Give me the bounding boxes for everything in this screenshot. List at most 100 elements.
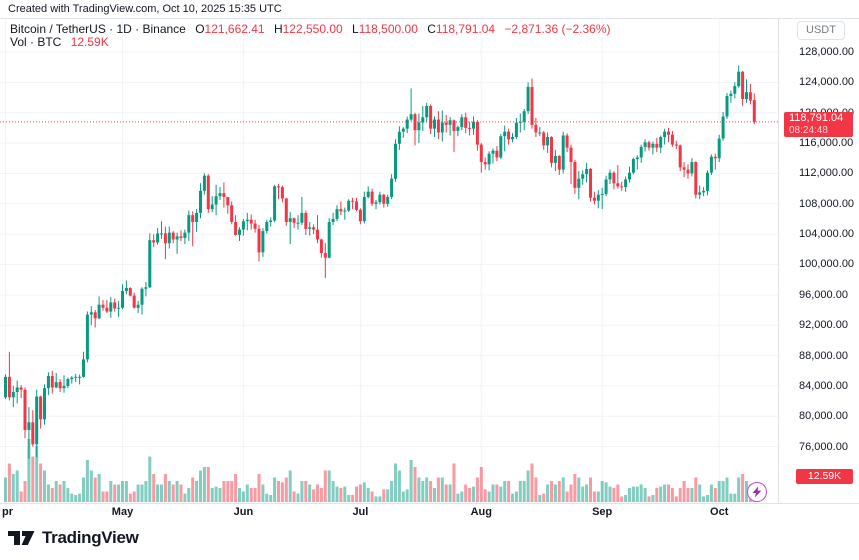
tradingview-logo[interactable]: TradingView: [8, 528, 139, 548]
price-tick-label: 124,000.00: [799, 76, 855, 89]
volume-bar: [698, 484, 702, 502]
candle-body: [690, 162, 694, 174]
volume-bar: [686, 488, 690, 502]
volume-bar: [39, 463, 43, 502]
volume-bar: [241, 491, 245, 502]
volume-bar: [413, 467, 417, 502]
volume-bar: [167, 481, 171, 502]
candle-body: [35, 396, 39, 445]
candle-body: [624, 179, 628, 188]
price-tick-label: 112,000.00: [799, 167, 854, 180]
candle-body: [257, 228, 261, 253]
candle-body: [327, 221, 331, 258]
time-tick-label: Oct: [710, 506, 729, 518]
candle-body: [128, 288, 132, 296]
open-label: O: [195, 22, 205, 36]
volume-bar: [245, 484, 249, 502]
volume-bar: [105, 491, 109, 502]
volume-bar: [405, 489, 409, 502]
volume-axis-label: 12.59K: [796, 469, 853, 484]
candle-body: [706, 172, 709, 191]
volume-bar: [635, 486, 639, 502]
volume-bar: [378, 496, 382, 502]
currency-toggle-button[interactable]: USDT: [797, 21, 845, 40]
candle-body: [546, 136, 550, 146]
candle-body: [351, 200, 355, 202]
volume-bar: [565, 491, 569, 502]
volume-bar: [269, 495, 273, 502]
candle-body: [15, 387, 19, 392]
candle-body: [179, 236, 183, 238]
volume-bar: [440, 477, 444, 502]
candle-body: [565, 135, 569, 148]
candle-body: [452, 120, 456, 131]
candle-body: [444, 122, 448, 125]
volume-bar: [639, 484, 643, 502]
volume-bar: [604, 482, 608, 502]
candle-body: [132, 295, 136, 308]
candle-body: [698, 192, 702, 195]
volume-bar: [534, 477, 538, 502]
candle-body: [534, 124, 538, 133]
volume-bar: [175, 481, 179, 502]
volume-bar: [702, 496, 706, 502]
top-divider: [0, 18, 859, 19]
candle-body: [347, 200, 351, 211]
volume-bar: [596, 491, 600, 502]
candle-body: [85, 314, 89, 360]
candle-body: [394, 143, 397, 179]
volume-bar: [592, 491, 596, 502]
candle-body: [600, 193, 604, 195]
volume-bar: [319, 488, 323, 502]
volume-bar: [124, 481, 128, 502]
tradingview-logo-icon: [8, 530, 35, 545]
volume-bar: [514, 491, 518, 502]
volume-bar: [23, 481, 27, 502]
volume-bar: [214, 486, 218, 502]
price-tick-label: 116,000.00: [799, 137, 854, 150]
volume-bar: [156, 484, 160, 502]
volume-bar: [358, 484, 362, 502]
candle-body: [557, 155, 561, 170]
candle-body: [245, 219, 249, 222]
candle-body: [62, 385, 66, 389]
volume-bar: [526, 470, 530, 502]
candle-body: [702, 190, 706, 193]
volume-bar: [179, 484, 183, 502]
candle-body: [491, 150, 495, 154]
candle-body: [518, 121, 522, 123]
candle-body: [183, 232, 187, 238]
flash-button[interactable]: [747, 482, 767, 502]
symbol-legend: Bitcoin / TetherUS · 1D · Binance O121,6…: [10, 23, 611, 49]
volume-bar: [89, 470, 93, 502]
candle-body: [468, 127, 472, 129]
volume-bar: [58, 484, 62, 502]
candle-body: [323, 253, 327, 258]
candle-body: [171, 232, 175, 240]
volume-bar: [316, 484, 319, 502]
candle-body: [124, 288, 128, 292]
candle-body: [386, 196, 390, 204]
candle-body: [682, 167, 686, 170]
candle-body: [390, 178, 394, 197]
candle-body: [160, 233, 163, 235]
candle-body: [54, 382, 58, 388]
volume-bar: [222, 481, 226, 502]
candle-body: [741, 71, 745, 100]
volume-bar: [624, 495, 628, 502]
candle-body: [140, 288, 144, 305]
low-value: 118,500.00: [358, 22, 418, 36]
candle-body: [355, 201, 358, 210]
attribution-text: Created with TradingView.com, Oct 10, 20…: [8, 3, 282, 15]
candle-body: [101, 304, 105, 308]
price-tick-label: 108,000.00: [799, 197, 855, 210]
volume-bar: [487, 491, 491, 502]
volume-bar: [522, 481, 526, 502]
volume-bar: [121, 481, 124, 502]
candle-body: [553, 155, 557, 163]
volume-bar: [327, 470, 331, 502]
time-tick-label: May: [111, 506, 134, 518]
volume-bar: [628, 488, 631, 502]
candle-body: [82, 359, 85, 377]
